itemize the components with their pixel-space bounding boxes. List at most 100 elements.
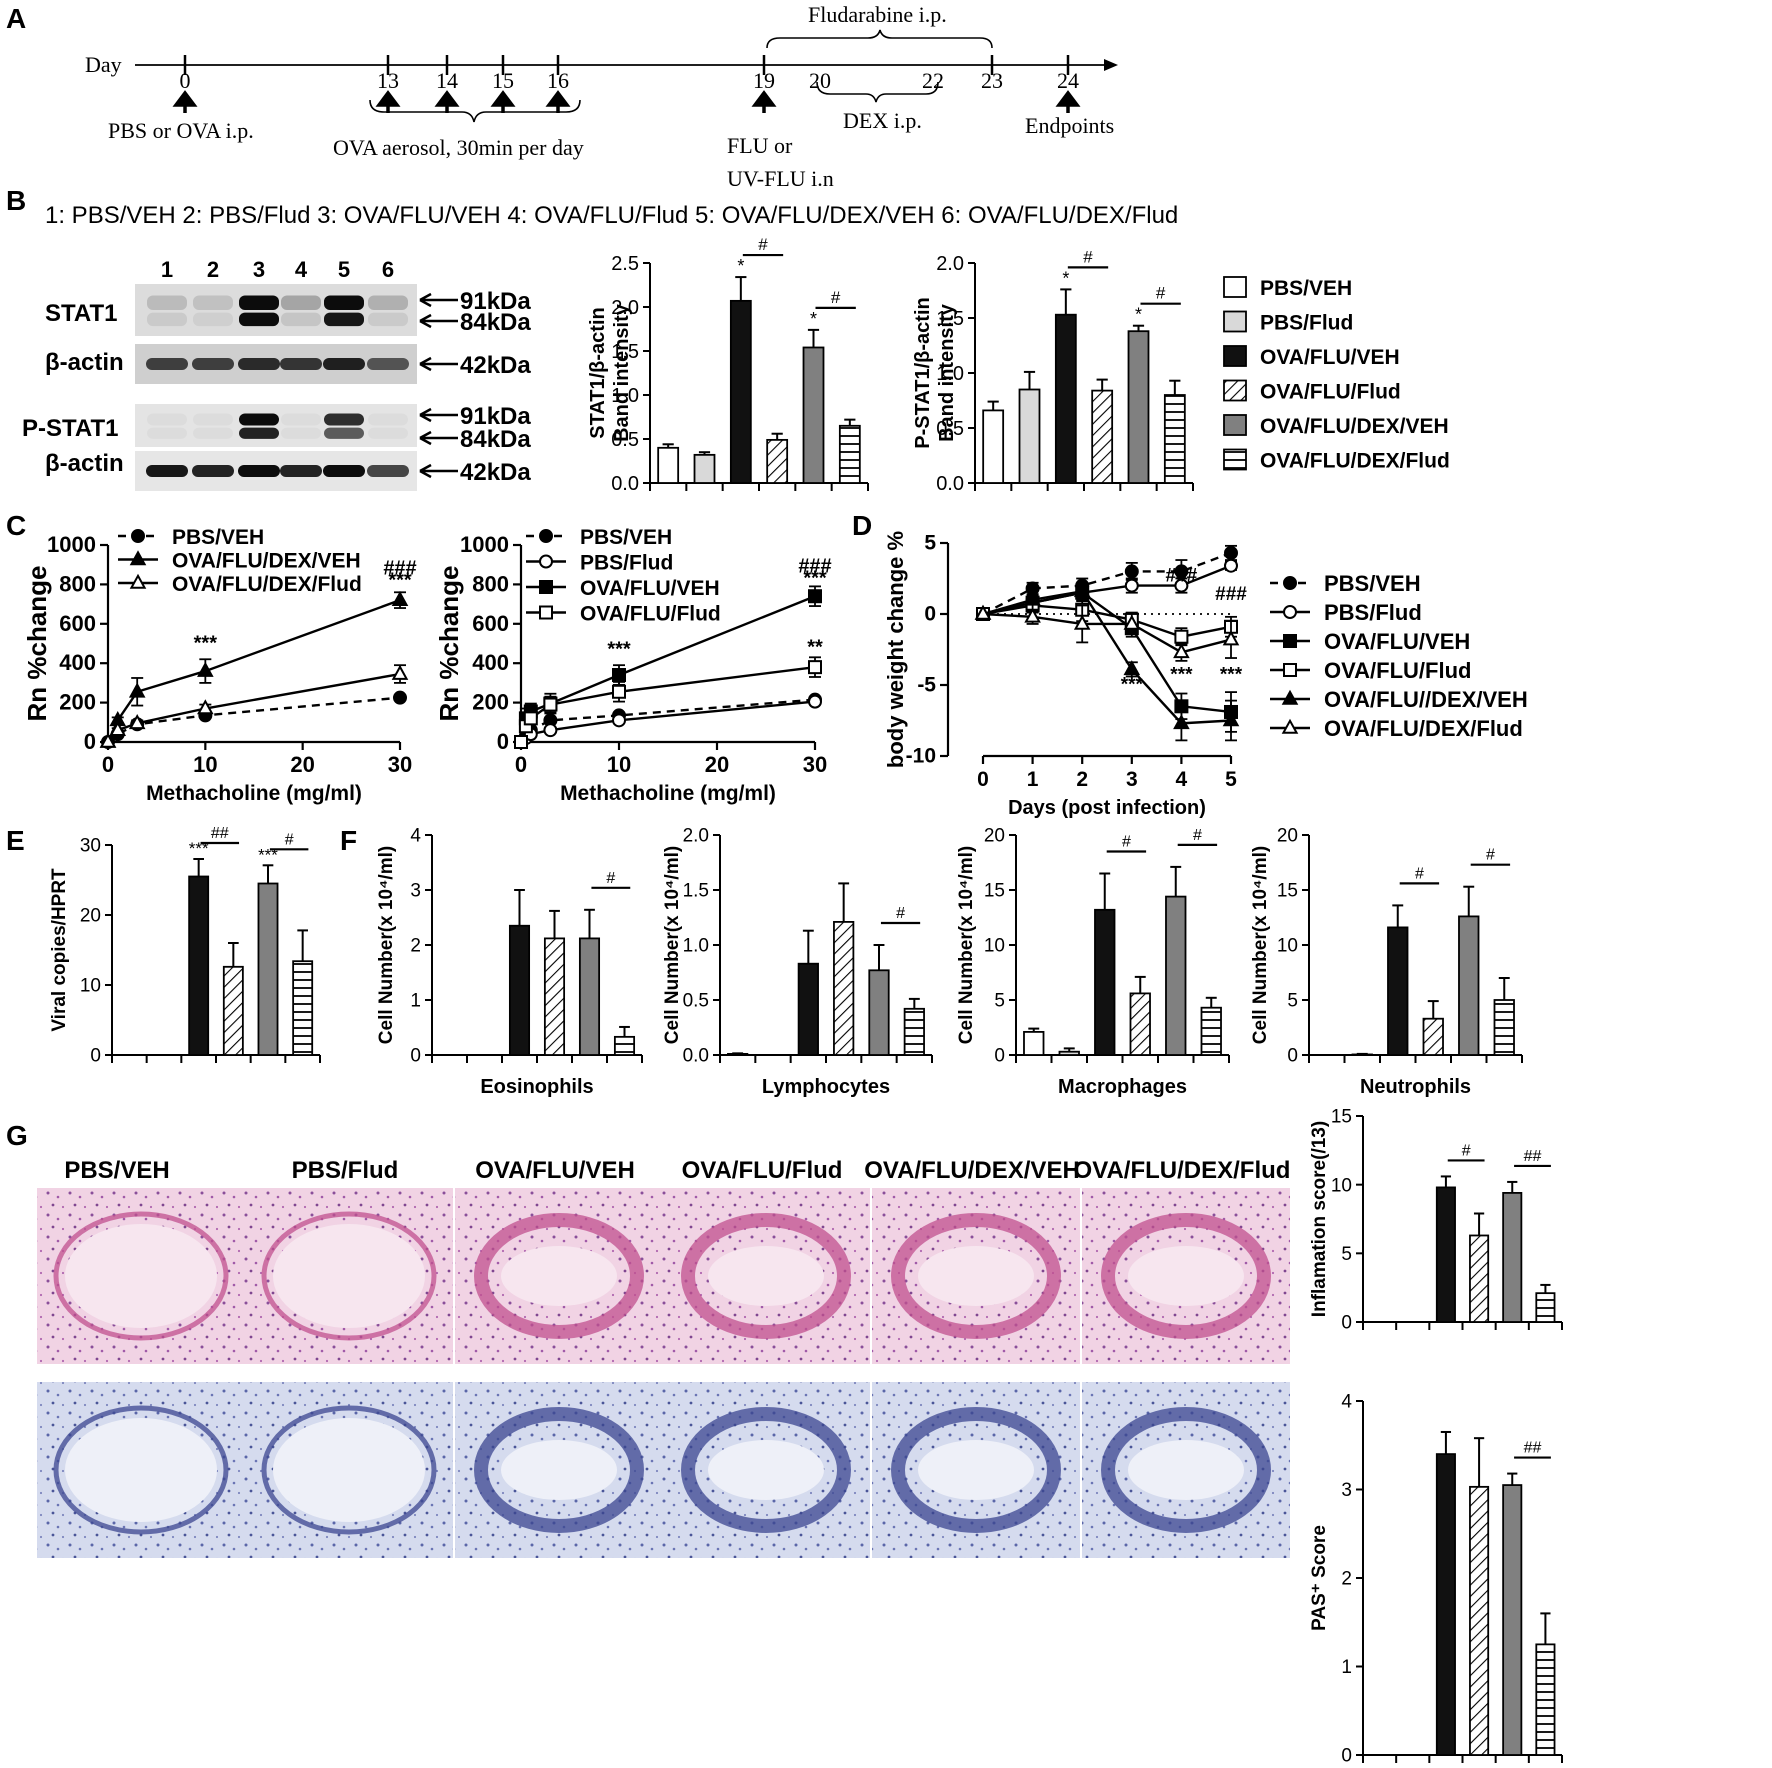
data-point [543,697,558,712]
bar [508,924,531,1056]
y-axis-title: Cell Number(x 10⁴/ml) [376,846,397,1044]
y-tick-label: 20 [1277,826,1298,847]
marker-label: 91kDa [460,288,531,315]
bar [1165,895,1187,1056]
significance-annotation: *** [1220,665,1243,686]
bar [693,453,716,484]
data-point [1283,576,1297,590]
airway-lumen [708,1440,824,1500]
data-point [808,694,822,709]
significance-hash: # [758,235,768,254]
significance-hash: # [1415,865,1424,882]
timeline-day-number: 0 [180,68,191,93]
bar [1054,313,1077,484]
pstat1-bar-chart: 0.0 0.5 1.0 1.5 2.0 * * # # P-STAT1/β-actin Band i… [912,247,1194,495]
bar [1018,388,1041,484]
legend-label: OVA/FLU/Flud [1260,381,1401,404]
data-point [391,664,409,680]
legend-label: OVA/FLU/DEX/VEH [172,550,361,573]
y-axis-title: STAT1/β-actin [587,307,609,438]
data-point [523,711,538,726]
legend-label: OVA/FLU/Flud [1324,658,1471,683]
marker-arrow [419,407,458,423]
legend-label: PBS/Flud [580,552,673,575]
timeline-up-arrow [751,90,777,113]
significance-annotation: *** [194,632,218,654]
y-axis-title: P-STAT1/β-actin [912,297,934,448]
airway-wall [681,1213,851,1339]
blot-band [281,312,321,327]
endpoints-label: Endpoints [1025,113,1114,138]
y-tick-label: 0.5 [936,418,964,440]
data-point [1283,605,1297,619]
data-point [129,550,147,566]
significance-hash: # [1156,284,1166,303]
significance-star: * [810,309,817,329]
legend-label: PBS/VEH [580,526,672,549]
data-point [612,713,626,728]
y-tick-label: 2 [410,936,421,957]
y-tick-label: 0.0 [683,1046,709,1067]
significance-hash: # [1122,834,1131,851]
blot-band [324,413,364,426]
blot-lane-number: 3 [253,257,265,282]
blot-band [281,295,321,310]
significance-annotation: *** [607,638,631,660]
data-point [539,554,553,569]
y-tick-label: 2.0 [611,297,639,319]
legend-label: PBS/Flud [1260,312,1353,335]
y-tick-label: 10 [984,936,1005,957]
legend-swatch [1223,448,1247,471]
y-tick-label: 10 [1331,1175,1352,1196]
bar [1163,394,1186,484]
legend-label: PBS/Flud [1324,600,1422,625]
significance-annotation: *** [1170,665,1193,686]
y-tick-label: 0 [924,603,936,626]
bar [1458,915,1480,1056]
blot-band [323,358,365,370]
airway-lumen [65,1418,217,1522]
y-tick-label: 1000 [47,532,96,557]
data-point [1123,660,1141,676]
panel-label-b: B [6,185,26,216]
x-tick-label: 30 [803,752,827,777]
y-tick-label: 600 [59,611,96,636]
panel-label-g: G [6,1120,28,1151]
airway-wall [1101,1213,1271,1339]
series-line [982,589,1232,725]
fludarabine-bracket [766,29,993,49]
legend-swatch [1223,310,1247,333]
y-tick-label: 1.0 [611,385,639,407]
series-line [982,591,1232,714]
x-axis-title: Neutrophils [1360,1076,1471,1098]
legend-label: OVA/FLU/DEX/Flud [1260,450,1450,473]
marker-label: 91kDa [460,403,531,430]
y-tick-label: 2.0 [683,826,709,847]
y-tick-label: 0 [497,729,509,754]
data-point [1124,564,1139,579]
bar [838,424,861,484]
x-axis-title: Eosinophils [480,1076,593,1098]
series-line [982,612,1232,654]
data-point [1073,614,1091,630]
timeline-day-number: 19 [753,68,775,93]
panel-label-c: C [6,510,26,541]
y-tick-label: 600 [472,611,509,636]
blot-band [147,413,187,425]
neutrophils-chart: 0 5 10 15 20 # # Cell Number(x 10⁴/ml) Neutrophi… [1250,826,1523,1098]
series-line [520,700,816,743]
bar [729,299,752,484]
significance-hash: # [1193,827,1202,844]
airway-wall [261,1405,437,1535]
bar [1469,1485,1490,1756]
panel-label-a: A [6,3,26,34]
legend-label: PBS/VEH [1260,277,1352,300]
blot-band [238,465,280,477]
panel-label-e: E [6,825,25,856]
significance-star: *** [189,839,209,858]
dex-label: DEX i.p. [843,108,922,133]
y-tick-label: 3 [1341,1480,1352,1501]
blot-band [280,465,322,477]
airway-lumen [918,1246,1034,1306]
